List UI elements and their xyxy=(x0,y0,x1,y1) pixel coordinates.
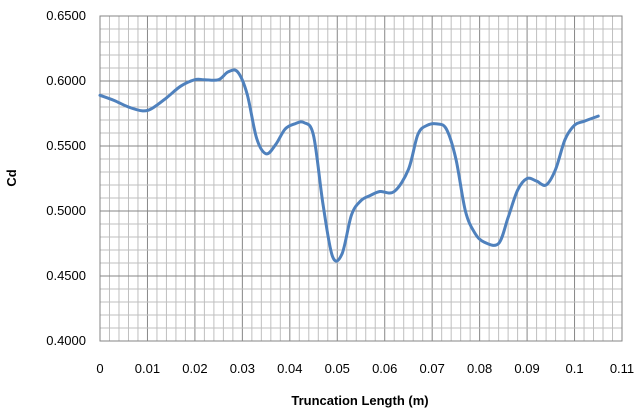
data-point xyxy=(274,143,277,146)
data-point xyxy=(245,92,249,96)
data-point xyxy=(535,179,538,183)
x-tick-label: 0.02 xyxy=(182,361,207,376)
y-tick-label: 0.6500 xyxy=(46,8,86,23)
data-point xyxy=(563,138,567,141)
data-point xyxy=(416,133,420,136)
data-point xyxy=(283,127,287,131)
data-point xyxy=(331,255,334,258)
data-point xyxy=(544,183,548,187)
x-tick-label: 0 xyxy=(96,361,103,376)
data-point xyxy=(127,105,130,109)
x-tick-label: 0.1 xyxy=(566,361,584,376)
data-point xyxy=(340,252,344,256)
data-point xyxy=(407,168,410,171)
data-point xyxy=(554,168,557,171)
y-tick-label: 0.4000 xyxy=(46,333,86,348)
x-tick-label: 0.04 xyxy=(277,361,302,376)
data-point xyxy=(426,124,429,127)
data-point xyxy=(165,96,168,100)
data-point xyxy=(582,120,586,123)
x-tick-label: 0.03 xyxy=(230,361,255,376)
data-point xyxy=(506,216,510,219)
data-point xyxy=(435,122,439,126)
data-point xyxy=(293,122,296,126)
x-tick-label: 0.07 xyxy=(420,361,445,376)
series-layer xyxy=(98,68,600,263)
y-tick-label: 0.6000 xyxy=(46,73,86,88)
data-point xyxy=(151,107,154,110)
x-tick-label: 0.11 xyxy=(610,361,634,376)
data-point xyxy=(113,99,116,102)
data-point xyxy=(321,203,325,206)
x-tick-label: 0.08 xyxy=(467,361,492,376)
data-point xyxy=(302,121,306,124)
data-point xyxy=(454,157,458,161)
data-point xyxy=(573,124,576,127)
y-tick-label: 0.5500 xyxy=(46,138,86,153)
data-point xyxy=(516,189,519,192)
tick-labels: 0 0.01 0.02 0.03 0.04 0.05 0.06 0.07 0.08 0.09 0.1… xyxy=(46,8,634,376)
data-point xyxy=(393,190,396,193)
plot-area-border xyxy=(99,15,623,342)
data-point xyxy=(203,78,206,81)
data-point xyxy=(179,85,182,88)
data-point xyxy=(369,194,372,197)
x-tick-label: 0.05 xyxy=(325,361,350,376)
data-point xyxy=(473,231,477,235)
data-point xyxy=(597,114,600,118)
data-point xyxy=(445,127,448,131)
y-axis-title: Cd xyxy=(4,169,19,186)
data-point xyxy=(312,134,315,137)
x-axis-title: Truncation Length (m) xyxy=(291,393,428,408)
data-point xyxy=(350,213,353,217)
data-point xyxy=(193,78,197,81)
y-tick-label: 0.4500 xyxy=(46,268,86,283)
data-point xyxy=(264,152,268,155)
data-point xyxy=(497,242,500,245)
series-line-cd xyxy=(98,68,600,263)
data-point xyxy=(359,199,363,202)
data-point xyxy=(141,109,144,113)
data-point xyxy=(98,94,102,97)
data-point xyxy=(483,241,486,244)
data-point xyxy=(464,209,467,213)
x-tick-label: 0.09 xyxy=(514,361,539,376)
data-point xyxy=(378,190,382,193)
data-point xyxy=(217,78,220,81)
grid-lines xyxy=(99,15,623,342)
data-point xyxy=(525,177,529,180)
data-point xyxy=(255,137,258,140)
x-tick-label: 0.01 xyxy=(135,361,160,376)
x-tick-label: 0.06 xyxy=(372,361,397,376)
data-point xyxy=(236,70,239,74)
y-tick-label: 0.5000 xyxy=(46,203,86,218)
data-point xyxy=(226,70,230,74)
